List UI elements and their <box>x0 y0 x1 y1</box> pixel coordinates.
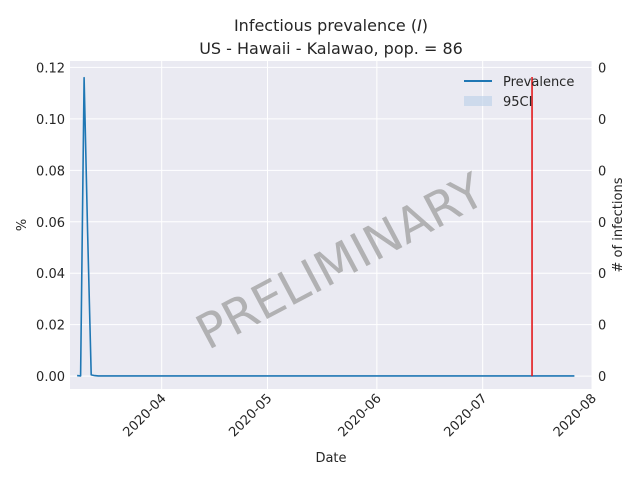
y-tick-label: 0.02 <box>36 319 65 334</box>
chart-title: Infectious prevalence (I) <box>234 16 428 35</box>
legend-95ci-swatch <box>464 96 492 106</box>
y-right-tick-label: 0 <box>598 113 606 128</box>
x-gridlines <box>161 61 593 389</box>
plot-area <box>70 61 592 389</box>
x-axis-label: Date <box>315 451 346 466</box>
y-right-axis-label: # of infections <box>611 177 626 272</box>
x-tick-label: 2020-08 <box>551 391 600 440</box>
y-tick-label: 0.00 <box>36 370 65 385</box>
x-tick-label: 2020-07 <box>441 391 490 440</box>
y-tick-label: 0.08 <box>36 164 65 179</box>
y-tick-label: 0.10 <box>36 113 65 128</box>
y-right-tick-label: 0 <box>598 164 606 179</box>
chart-subtitle: US - Hawaii - Kalawao, pop. = 86 <box>199 39 463 58</box>
legend: Prevalence 95CI <box>464 75 574 110</box>
y-right-tick-label: 0 <box>598 267 606 282</box>
y-axis-label: % <box>15 219 30 231</box>
y-tick-label: 0.04 <box>36 267 65 282</box>
x-tick-labels: 2020-04 2020-05 2020-06 2020-07 2020-08 <box>121 391 600 440</box>
x-tick-label: 2020-05 <box>226 391 275 440</box>
x-tick-label: 2020-04 <box>121 391 170 440</box>
series-line-prevalence <box>77 76 575 377</box>
legend-prevalence-label: Prevalence <box>503 75 574 90</box>
series-layer <box>77 76 575 377</box>
y-right-tick-label: 0 <box>598 319 606 334</box>
legend-95ci-label: 95CI <box>503 95 532 110</box>
y-tick-label: 0.06 <box>36 216 65 231</box>
x-tick-label: 2020-06 <box>336 391 385 440</box>
y-right-tick-label: 0 <box>598 216 606 231</box>
y-right-tick-labels: 0 0 0 0 0 0 0 <box>598 61 606 385</box>
y-tick-label: 0.12 <box>36 61 65 76</box>
y-right-tick-label: 0 <box>598 370 606 385</box>
y-tick-labels: 0.00 0.02 0.04 0.06 0.08 0.10 0.12 <box>36 61 65 385</box>
y-right-tick-label: 0 <box>598 61 606 76</box>
